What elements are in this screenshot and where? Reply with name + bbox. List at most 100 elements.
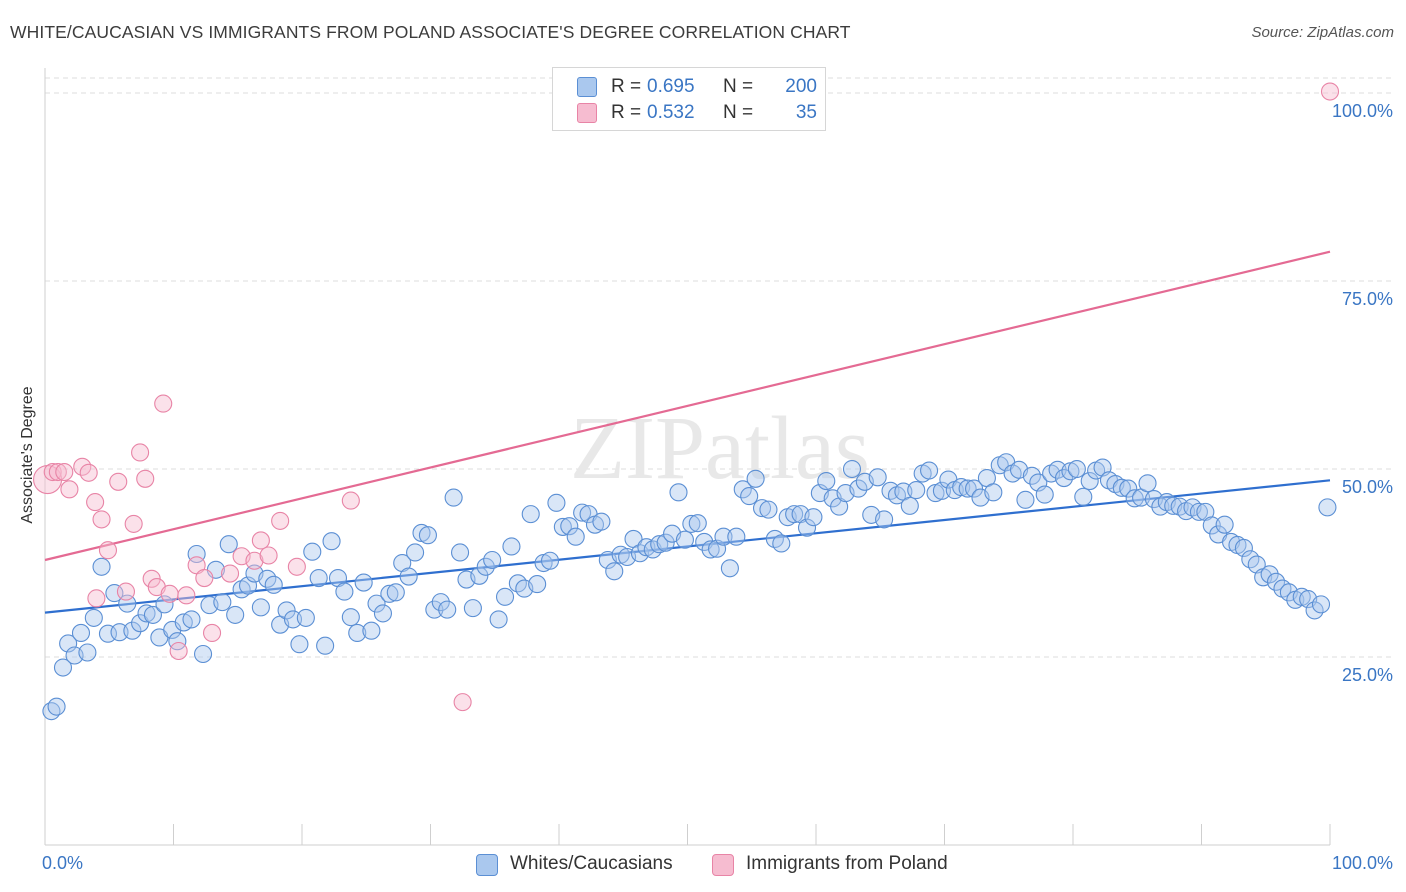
data-point-whites — [386, 583, 405, 602]
data-point-whites — [740, 487, 759, 506]
data-point-whites — [131, 614, 150, 633]
data-point-whites — [1266, 572, 1286, 591]
data-point-poland — [341, 491, 360, 510]
legend-r-value: 0.532 — [647, 102, 695, 123]
data-point-whites — [566, 527, 585, 546]
data-point-poland — [79, 463, 98, 482]
legend-n-label: N = — [723, 102, 754, 123]
data-point-whites — [1138, 474, 1157, 493]
data-point-whites — [849, 479, 868, 498]
data-point-whites — [1080, 472, 1099, 491]
data-point-whites — [1260, 565, 1279, 584]
legend-label-poland: Immigrants from Poland — [746, 853, 948, 874]
data-point-whites — [168, 632, 187, 651]
data-point-whites — [335, 582, 354, 601]
data-point-whites — [303, 542, 322, 561]
data-point-poland — [1320, 82, 1340, 101]
data-point-whites — [226, 605, 245, 624]
data-point-whites — [476, 557, 495, 576]
data-point-whites — [675, 530, 694, 549]
data-point-whites — [463, 599, 482, 618]
data-point-whites — [483, 550, 502, 570]
data-point-whites — [348, 623, 367, 642]
data-point-whites — [495, 587, 515, 606]
data-point-whites — [875, 510, 894, 529]
data-point-whites — [656, 533, 675, 552]
data-point-whites — [521, 505, 540, 524]
data-point-poland — [287, 557, 306, 576]
data-point-poland — [131, 443, 150, 462]
data-point-whites — [341, 608, 360, 627]
data-point-poland — [203, 623, 222, 642]
trend-lines — [44, 250, 1331, 614]
data-point-whites — [264, 575, 283, 594]
data-point-poland — [169, 641, 188, 661]
data-point-whites — [182, 610, 201, 629]
data-point-whites — [752, 499, 772, 518]
data-point-whites — [1318, 498, 1337, 517]
x-tick-label: 100.0% — [1332, 853, 1393, 873]
data-point-whites — [1054, 468, 1074, 488]
data-point-whites — [528, 575, 547, 594]
series-poland-points — [33, 82, 1340, 712]
data-point-whites — [907, 481, 926, 500]
data-point-whites — [1022, 466, 1041, 485]
data-point-whites — [1067, 459, 1086, 479]
data-point-whites — [105, 584, 124, 603]
data-point-poland — [48, 462, 67, 482]
x-tick-label: 0.0% — [42, 853, 83, 873]
data-point-whites — [251, 598, 270, 617]
data-point-whites — [309, 569, 328, 588]
data-point-whites — [470, 566, 489, 585]
data-point-whites — [431, 593, 450, 612]
data-point-whites — [438, 600, 457, 619]
data-point-whites — [540, 551, 560, 570]
data-point-whites — [316, 636, 335, 655]
data-point-whites — [932, 481, 951, 500]
data-point-whites — [155, 595, 174, 614]
data-point-whites — [797, 518, 817, 537]
data-point-whites — [373, 604, 393, 623]
data-point-whites — [362, 621, 381, 640]
data-point-whites — [367, 594, 386, 613]
watermark: ZIPatlas — [570, 399, 870, 498]
data-point-poland — [86, 493, 105, 512]
data-point-whites — [84, 608, 103, 627]
data-point-whites — [296, 608, 315, 627]
data-point-whites — [842, 459, 862, 479]
data-point-whites — [1119, 479, 1138, 498]
data-point-whites — [444, 488, 463, 507]
data-point-whites — [219, 535, 238, 554]
trend-line-poland — [44, 250, 1331, 562]
legend-swatch-poland — [712, 854, 734, 876]
data-point-whites — [123, 621, 142, 640]
data-point-poland — [109, 472, 128, 491]
legend-r-value: 0.695 — [647, 76, 695, 97]
data-point-whites — [380, 584, 399, 603]
data-point-whites — [560, 517, 579, 536]
data-point-whites — [1112, 478, 1131, 497]
data-point-whites — [322, 532, 341, 551]
data-point-poland — [87, 589, 106, 608]
source-label: Source: ZipAtlas.com — [1251, 24, 1394, 41]
tick-labels: 25.0% 50.0% 75.0% 100.0% 0.0% 100.0% — [42, 101, 1393, 873]
data-point-whites — [78, 643, 97, 662]
data-point-whites — [502, 537, 521, 556]
data-point-whites — [592, 512, 611, 531]
data-point-poland — [195, 569, 214, 588]
y-tick-label: 25.0% — [1342, 665, 1393, 685]
data-point-whites — [213, 593, 232, 612]
data-point-whites — [1035, 485, 1054, 504]
data-point-whites — [605, 562, 624, 581]
data-point-whites — [1074, 487, 1093, 506]
data-point-whites — [451, 543, 470, 562]
data-point-poland — [259, 546, 278, 565]
data-point-whites — [1189, 502, 1208, 521]
y-tick-label: 100.0% — [1332, 101, 1393, 121]
data-point-whites — [553, 517, 572, 536]
data-point-poland — [251, 531, 270, 550]
data-point-poland — [98, 541, 118, 560]
data-point-poland — [60, 480, 79, 499]
data-point-poland — [271, 511, 290, 530]
